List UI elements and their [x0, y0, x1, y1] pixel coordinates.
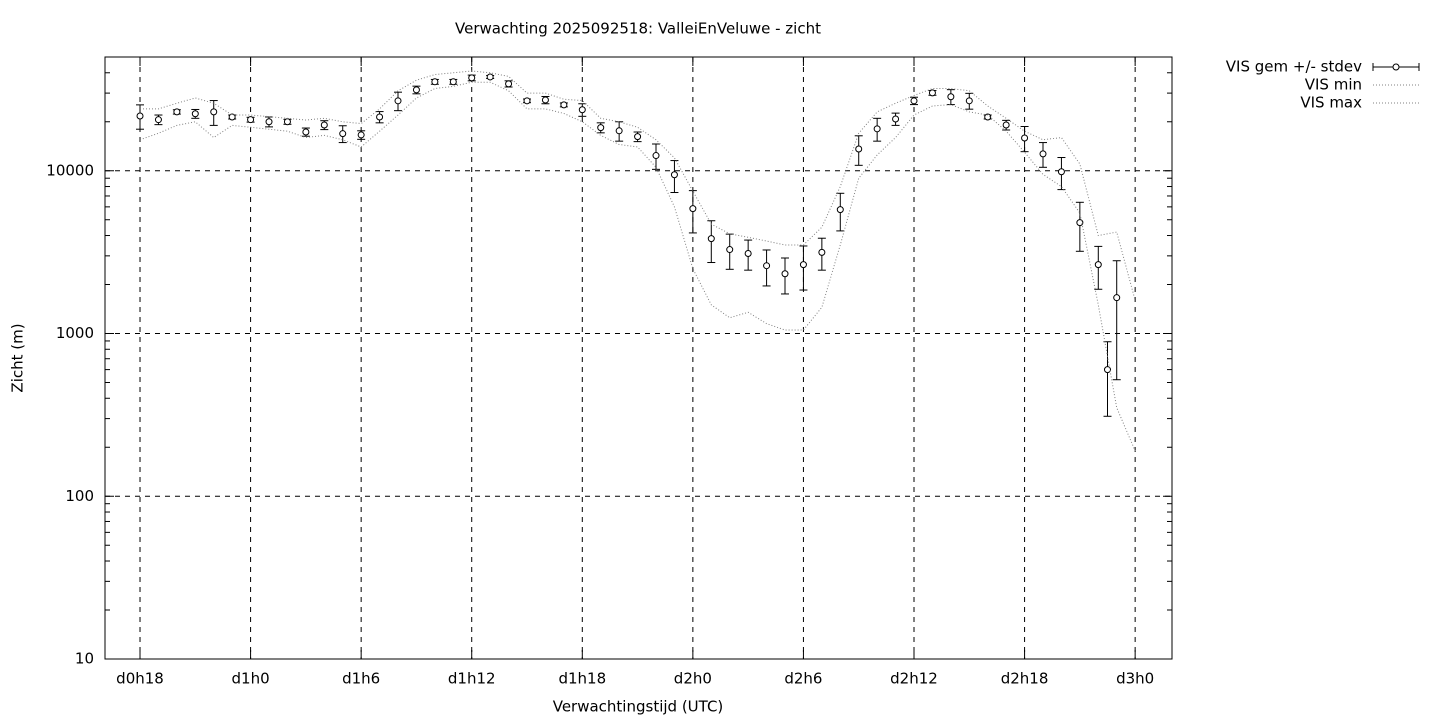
data-point — [1039, 150, 1047, 158]
data-point — [394, 97, 402, 105]
data-point — [836, 206, 844, 214]
x-tick-label: d2h12 — [890, 670, 938, 688]
data-point — [1113, 294, 1121, 302]
x-tick-label: d1h12 — [448, 670, 496, 688]
data-point — [412, 86, 420, 94]
data-point — [1057, 168, 1065, 176]
data-point — [615, 127, 623, 135]
data-point — [689, 205, 697, 213]
data-point — [855, 145, 863, 153]
data-point — [376, 113, 384, 121]
data-point — [210, 108, 218, 116]
data-point — [910, 97, 918, 105]
data-point — [339, 130, 347, 138]
data-point — [1076, 219, 1084, 227]
data-point — [634, 133, 642, 141]
data-point — [873, 125, 881, 133]
data-point — [1002, 121, 1010, 129]
data-point — [670, 171, 678, 179]
y-tick-label: 10 — [75, 650, 94, 668]
y-tick-label: 100 — [65, 487, 94, 505]
legend-label: VIS min — [1305, 76, 1362, 94]
data-point — [136, 112, 144, 120]
data-point — [302, 128, 310, 136]
data-point — [449, 78, 457, 86]
data-point — [154, 116, 162, 124]
data-point — [505, 80, 513, 88]
x-tick-label: d1h18 — [558, 670, 606, 688]
chart-title: Verwachting 2025092518: ValleiEnVeluwe -… — [455, 20, 821, 38]
error-bar — [1112, 260, 1121, 381]
line-series — [139, 81, 1136, 452]
data-point — [597, 124, 605, 132]
legend-label: VIS max — [1300, 94, 1362, 112]
data-point — [560, 101, 568, 109]
line-series — [140, 70, 1136, 301]
x-tick-label: d2h18 — [1001, 670, 1049, 688]
error-bar — [1075, 201, 1084, 252]
data-point — [486, 73, 494, 81]
x-tick-label: d2h0 — [674, 670, 712, 688]
data-point — [965, 97, 973, 105]
data-point — [191, 110, 199, 118]
data-point — [947, 93, 955, 101]
data-point — [578, 106, 586, 114]
data-point — [1104, 366, 1112, 374]
x-tick-label: d1h0 — [232, 670, 270, 688]
data-point — [523, 97, 531, 105]
data-point — [1021, 134, 1029, 142]
data-point — [357, 131, 365, 139]
data-point — [707, 235, 715, 243]
data-point — [892, 115, 900, 123]
data-point — [283, 118, 291, 126]
data-point — [320, 121, 328, 129]
data-point — [744, 250, 752, 258]
data-point — [247, 116, 255, 124]
y-tick-label: 1000 — [56, 324, 94, 342]
legend-swatch — [1392, 63, 1400, 71]
data-point — [928, 89, 936, 97]
data-point — [265, 118, 273, 126]
x-tick-label: d1h6 — [342, 670, 380, 688]
data-point — [431, 78, 439, 86]
data-point — [763, 262, 771, 270]
data-point — [799, 261, 807, 269]
data-point — [228, 113, 236, 121]
data-point — [984, 113, 992, 121]
data-point — [1094, 261, 1102, 269]
y-tick-label: 10000 — [46, 161, 94, 179]
data-point — [468, 74, 476, 82]
data-point — [726, 246, 734, 254]
x-tick-label: d2h6 — [784, 670, 822, 688]
data-point — [818, 248, 826, 256]
data-point — [781, 270, 789, 278]
data-point — [541, 96, 549, 104]
plot-frame — [104, 56, 1173, 660]
data-point — [652, 152, 660, 160]
x-tick-label: d3h0 — [1116, 670, 1154, 688]
error-bar — [1103, 341, 1112, 417]
y-axis-label: Zicht (m) — [9, 323, 27, 392]
x-axis-label: Verwachtingstijd (UTC) — [553, 698, 724, 716]
legend-label: VIS gem +/- stdev — [1226, 58, 1362, 76]
x-tick-label: d0h18 — [116, 670, 164, 688]
data-point — [173, 108, 181, 116]
